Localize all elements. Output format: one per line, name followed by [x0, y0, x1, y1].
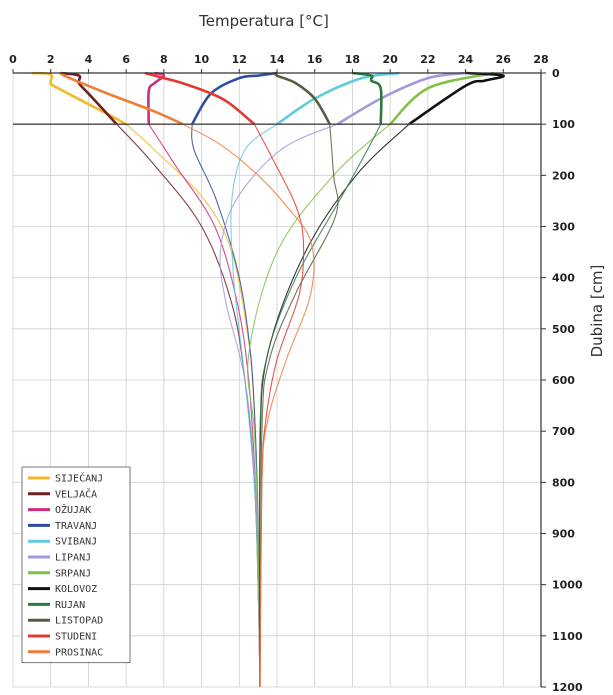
series-line-measured: [276, 71, 400, 126]
x-tick-label: 24: [458, 53, 474, 66]
y-tick-label: 1200: [552, 681, 583, 694]
x-tick-label: 20: [382, 53, 398, 66]
y-tick-label: 200: [552, 169, 575, 182]
series-line-modeled: [116, 123, 261, 688]
x-tick-label: 14: [269, 53, 285, 66]
legend-label: PROSINAC: [55, 647, 103, 658]
y-tick-label: 500: [552, 323, 575, 336]
series-line-measured: [274, 71, 331, 125]
legend-label: OŽUJAK: [55, 503, 91, 516]
x-tick-label: 22: [420, 53, 435, 66]
y-tick-label: 0: [552, 67, 560, 80]
x-tick-label: 28: [533, 53, 548, 66]
series-line-measured: [389, 71, 495, 126]
x-tick-label: 10: [194, 53, 210, 66]
series-line-measured: [190, 71, 278, 125]
legend-label: TRAVANJ: [55, 521, 97, 532]
series-lines: [31, 71, 505, 688]
x-tick-label: 12: [232, 53, 247, 66]
series-line-measured: [144, 71, 256, 126]
x-tick-label: 8: [160, 53, 168, 66]
legend-label: SIJEČANJ: [55, 472, 103, 485]
y-tick-label: 1100: [552, 630, 583, 643]
series-line-measured: [352, 71, 383, 125]
x-tick-label: 2: [47, 53, 55, 66]
series-line-modeled: [247, 123, 391, 688]
legend-box: [21, 466, 131, 664]
legend-label: RUJAN: [55, 600, 85, 611]
series-line-measured: [336, 71, 466, 126]
legend-label: KOLOVOZ: [55, 584, 97, 595]
x-tick-label: 16: [307, 53, 323, 66]
legend: SIJEČANJ VELJAČA OŽUJAK TRAVANJ SVIBANJ LIPAN…: [21, 466, 131, 664]
series-line-modeled: [253, 123, 305, 688]
series-line-modeled: [148, 123, 261, 688]
legend-label: STUDENI: [55, 632, 97, 643]
x-tick-label: 4: [85, 53, 93, 66]
series-line-modeled: [259, 124, 339, 688]
x-tick-label: 0: [9, 53, 17, 66]
axes: 0 2 4 6 8 10 12 14 16 18 20 22 24 26 28010020030040050…: [9, 53, 583, 694]
series-line-modeled: [125, 123, 261, 688]
x-axis-title: Temperatura [°C]: [198, 12, 329, 30]
series-line-measured: [59, 71, 184, 126]
y-tick-label: 300: [552, 221, 575, 234]
series-line-measured: [147, 71, 166, 125]
legend-label: LISTOPAD: [55, 616, 103, 627]
x-tick-label: 26: [496, 53, 512, 66]
series-line-modeled: [182, 123, 315, 688]
y-tick-label: 600: [552, 374, 575, 387]
legend-label: SRPANJ: [55, 568, 91, 579]
grid: [12, 72, 542, 688]
series-line-measured: [408, 71, 505, 126]
y-tick-label: 700: [552, 425, 575, 438]
y-tick-label: 400: [552, 272, 575, 285]
y-axis-title: Dubina [cm]: [588, 265, 606, 358]
legend-label: SVIBANJ: [55, 537, 97, 548]
x-tick-label: 6: [122, 53, 130, 66]
series-line-modeled: [219, 123, 338, 688]
legend-label: VELJAČA: [55, 487, 97, 500]
x-tick-label: 18: [345, 53, 360, 66]
series-line-modeled: [258, 123, 382, 688]
y-tick-label: 900: [552, 528, 575, 541]
y-tick-label: 100: [552, 118, 575, 131]
legend-label: LIPANJ: [55, 553, 91, 564]
y-tick-label: 1000: [552, 579, 583, 592]
y-tick-label: 800: [552, 476, 575, 489]
